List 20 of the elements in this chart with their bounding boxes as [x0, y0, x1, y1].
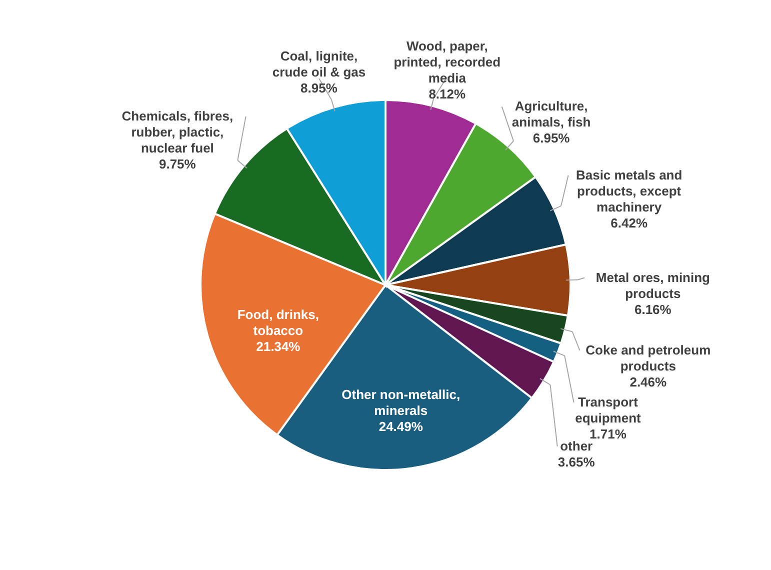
- slice-label: Agriculture, animals, fish: [512, 98, 591, 130]
- data-label: 6.16%: [634, 302, 672, 317]
- data-label: 8.95%: [300, 80, 338, 96]
- slice-label: Food, drinks, tobacco: [237, 307, 319, 338]
- slice-label: Basic metals and products, except machinery: [576, 167, 682, 214]
- data-label: 8.12%: [428, 86, 466, 102]
- slice-label: Wood, paper, printed, recorded media: [394, 38, 501, 86]
- data-label: 21.34%: [256, 339, 301, 354]
- data-label: 9.75%: [158, 156, 196, 172]
- data-label: 6.95%: [532, 130, 570, 146]
- slice-label: Transport equipment: [575, 394, 642, 426]
- data-label: 3.65%: [558, 454, 596, 470]
- slice-label: Metal ores, mining products: [596, 270, 710, 301]
- data-label: 2.46%: [630, 374, 668, 390]
- slice-label: Coal, lignite, crude oil & gas: [272, 48, 366, 80]
- data-label: 6.42%: [610, 215, 648, 230]
- slice-label: Other non-metallic, minerals: [342, 386, 460, 418]
- slice-label: Coke and petroleum products: [586, 342, 711, 374]
- data-label: 24.49%: [378, 418, 424, 434]
- slice-label: Chemicals, fibres, rubber, plactic, nuclear fuel: [122, 108, 234, 156]
